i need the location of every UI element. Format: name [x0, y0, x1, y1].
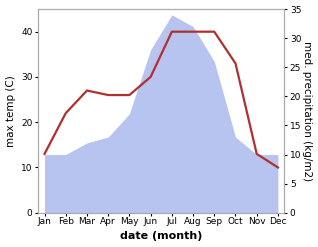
X-axis label: date (month): date (month)	[120, 231, 203, 242]
Y-axis label: max temp (C): max temp (C)	[5, 75, 16, 147]
Y-axis label: med. precipitation (kg/m2): med. precipitation (kg/m2)	[302, 41, 313, 181]
